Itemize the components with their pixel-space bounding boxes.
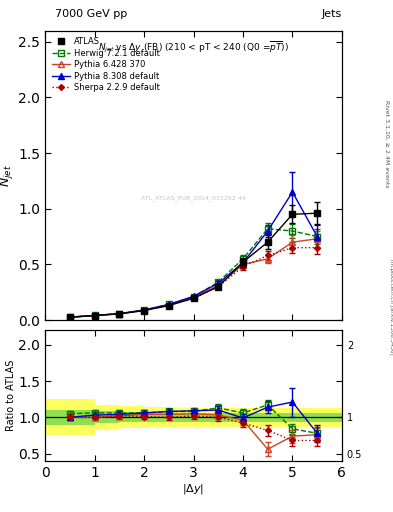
Text: 7000 GeV pp: 7000 GeV pp [55,9,127,19]
Text: $N_{jet}$ vs $\Delta y$ (FB) (210 < pT < 240 (Q0 =$\overline{pT}$)): $N_{jet}$ vs $\Delta y$ (FB) (210 < pT <… [98,39,289,55]
Y-axis label: Ratio to ATLAS: Ratio to ATLAS [6,360,16,431]
Legend: ATLAS, Herwig 7.2.1 default, Pythia 6.428 370, Pythia 8.308 default, Sherpa 2.2.: ATLAS, Herwig 7.2.1 default, Pythia 6.42… [50,35,162,95]
Text: ATL_ATLAS_PUB_2014_031262 44: ATL_ATLAS_PUB_2014_031262 44 [141,196,246,201]
Text: mcplots.cern.ch [arXiv:1306.3436]: mcplots.cern.ch [arXiv:1306.3436] [389,260,393,355]
X-axis label: $|\Delta y|$: $|\Delta y|$ [182,482,205,497]
Text: Jets: Jets [321,9,342,19]
Y-axis label: $\bar{N}_{jet}$: $\bar{N}_{jet}$ [0,164,16,187]
Text: Rivet 3.1.10, ≥ 2.4M events: Rivet 3.1.10, ≥ 2.4M events [385,99,389,187]
